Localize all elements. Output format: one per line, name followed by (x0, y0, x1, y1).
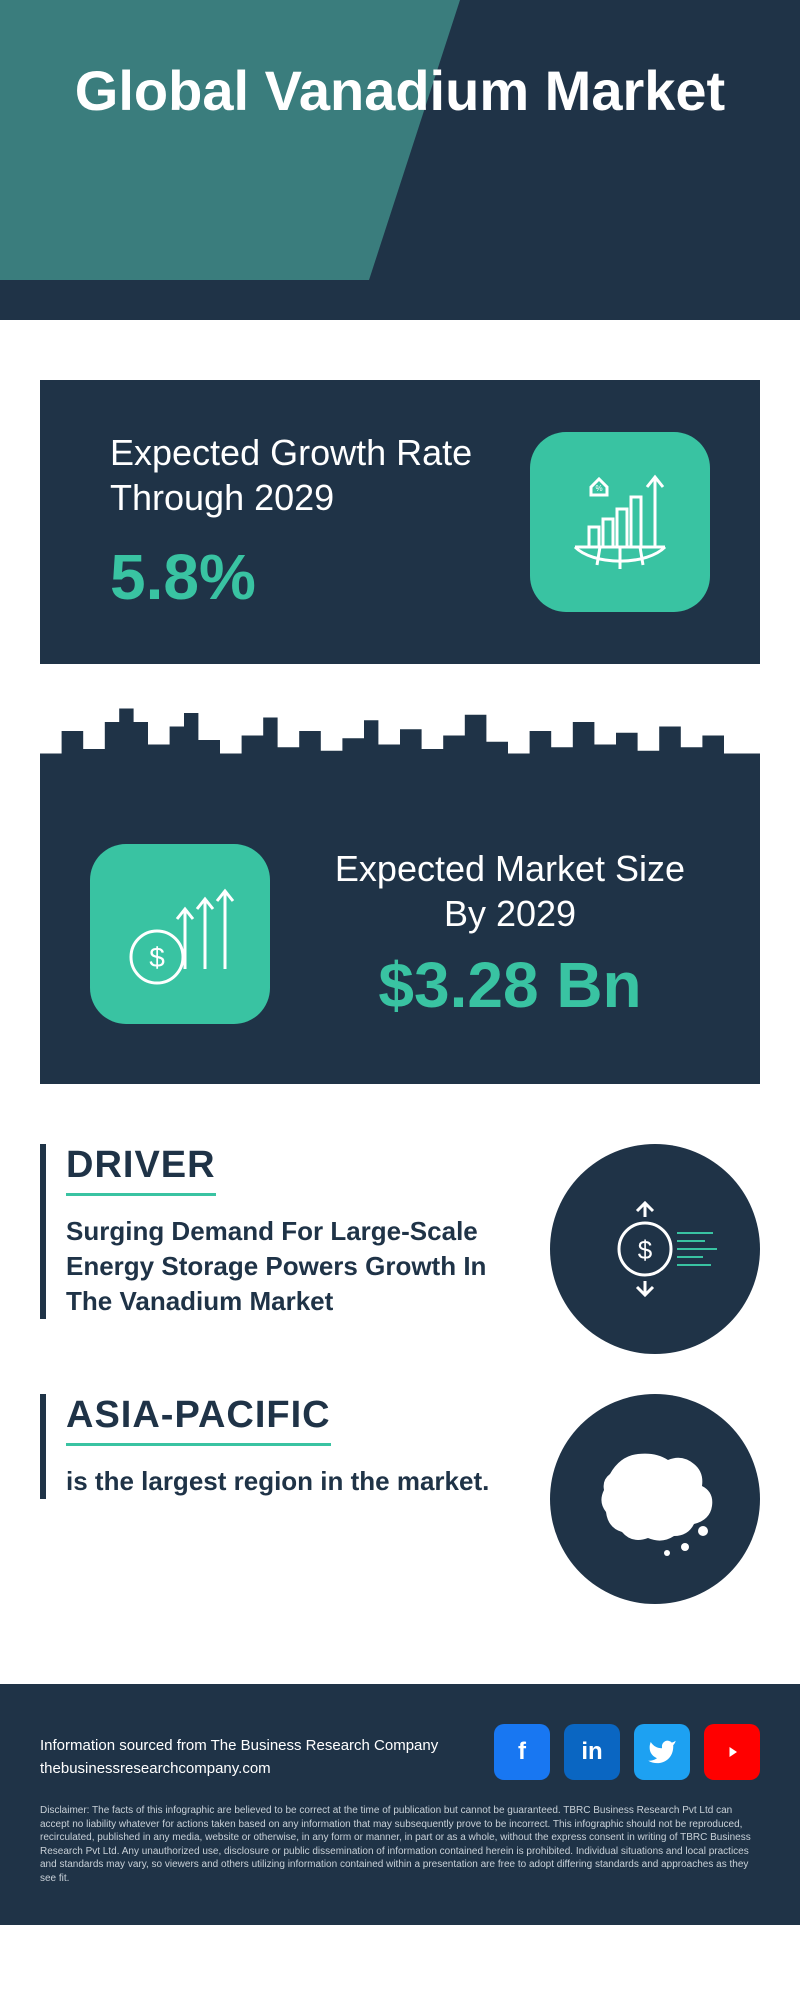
youtube-icon[interactable] (704, 1724, 760, 1780)
growth-chart-globe-icon: % (530, 432, 710, 612)
svg-text:$: $ (638, 1235, 653, 1265)
footer-source-line2: thebusinessresearchcompany.com (40, 1758, 438, 1781)
driver-section: DRIVER Surging Demand For Large-Scale En… (40, 1144, 760, 1354)
facebook-icon[interactable]: f (494, 1724, 550, 1780)
region-heading: ASIA-PACIFIC (66, 1394, 331, 1446)
region-section: ASIA-PACIFIC is the largest region in th… (40, 1394, 760, 1604)
driver-heading: DRIVER (66, 1144, 216, 1196)
market-size-card: $ Expected Market Size By 2029 $3.28 Bn (40, 794, 760, 1084)
dollar-exchange-icon: $ (550, 1144, 760, 1354)
growth-rate-label: Expected Growth Rate Through 2029 (110, 430, 530, 520)
market-size-value: $3.28 Bn (320, 948, 700, 1022)
growth-rate-card: Expected Growth Rate Through 2029 5.8% (40, 380, 760, 664)
linkedin-icon[interactable]: in (564, 1724, 620, 1780)
skyline-divider (40, 704, 760, 794)
twitter-icon[interactable] (634, 1724, 690, 1780)
market-size-text: Expected Market Size By 2029 $3.28 Bn (320, 846, 700, 1022)
infographic-root: Global Vanadium Market Expected Growth R… (0, 0, 800, 1925)
asia-pacific-map-icon (550, 1394, 760, 1604)
footer-top-row: Information sourced from The Business Re… (40, 1724, 760, 1780)
driver-body: Surging Demand For Large-Scale Energy St… (66, 1214, 510, 1319)
dollar-arrows-up-icon: $ (90, 844, 270, 1024)
footer: Information sourced from The Business Re… (0, 1684, 800, 1925)
header-banner: Global Vanadium Market (0, 0, 800, 380)
market-size-label: Expected Market Size By 2029 (320, 846, 700, 936)
disclaimer-text: Disclaimer: The facts of this infographi… (40, 1804, 760, 1885)
footer-source-line1: Information sourced from The Business Re… (40, 1735, 438, 1758)
footer-source: Information sourced from The Business Re… (40, 1735, 438, 1780)
driver-text-block: DRIVER Surging Demand For Large-Scale En… (40, 1144, 510, 1319)
svg-text:%: % (595, 484, 602, 493)
page-title: Global Vanadium Market (0, 60, 800, 122)
growth-rate-text: Expected Growth Rate Through 2029 5.8% (110, 430, 530, 614)
social-row: f in (494, 1724, 760, 1780)
region-body: is the largest region in the market. (66, 1464, 510, 1499)
growth-rate-value: 5.8% (110, 540, 530, 614)
region-text-block: ASIA-PACIFIC is the largest region in th… (40, 1394, 510, 1499)
svg-text:$: $ (149, 942, 165, 973)
